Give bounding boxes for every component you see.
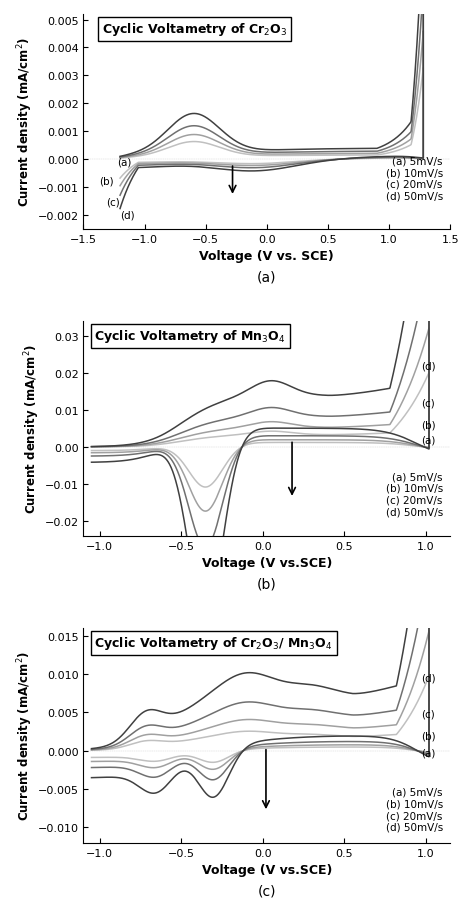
Text: (d): (d) [421,361,436,371]
Text: (a) 5mV/s
(b) 10mV/s
(c) 20mV/s
(d) 50mV/s: (a) 5mV/s (b) 10mV/s (c) 20mV/s (d) 50mV… [386,787,443,832]
Text: (b): (b) [257,577,277,591]
Text: (c): (c) [421,398,435,408]
Text: (a) 5mV/s
(b) 10mV/s
(c) 20mV/s
(d) 50mV/s: (a) 5mV/s (b) 10mV/s (c) 20mV/s (d) 50mV… [386,157,443,201]
Y-axis label: Current density (mA/cm$^2$): Current density (mA/cm$^2$) [15,650,35,821]
X-axis label: Voltage (V vs. SCE): Voltage (V vs. SCE) [200,250,334,263]
Text: (c): (c) [421,709,435,719]
Text: (c): (c) [107,198,120,208]
Text: (b): (b) [99,177,114,187]
Y-axis label: Current density (mA/cm$^2$): Current density (mA/cm$^2$) [15,37,35,207]
Text: (b): (b) [421,731,436,741]
Text: (d): (d) [421,673,436,683]
X-axis label: Voltage (V vs.SCE): Voltage (V vs.SCE) [201,864,332,876]
X-axis label: Voltage (V vs.SCE): Voltage (V vs.SCE) [201,557,332,569]
Text: Cyclic Voltametry of Cr$_2$O$_3$: Cyclic Voltametry of Cr$_2$O$_3$ [102,22,287,38]
Text: Cyclic Voltametry of Mn$_3$O$_4$: Cyclic Voltametry of Mn$_3$O$_4$ [94,328,286,345]
Text: (a): (a) [421,435,435,445]
Text: (a): (a) [118,157,132,167]
Text: (d): (d) [120,210,135,220]
Text: (a): (a) [421,748,435,758]
Text: (b): (b) [421,420,436,430]
Text: (c): (c) [257,884,276,897]
Y-axis label: Current density (mA/cm$^2$): Current density (mA/cm$^2$) [22,344,42,514]
Text: (a): (a) [257,271,276,284]
Text: (a) 5mV/s
(b) 10mV/s
(c) 20mV/s
(d) 50mV/s: (a) 5mV/s (b) 10mV/s (c) 20mV/s (d) 50mV… [386,472,443,517]
Text: Cyclic Voltametry of Cr$_2$O$_3$/ Mn$_3$O$_4$: Cyclic Voltametry of Cr$_2$O$_3$/ Mn$_3$… [94,635,333,651]
